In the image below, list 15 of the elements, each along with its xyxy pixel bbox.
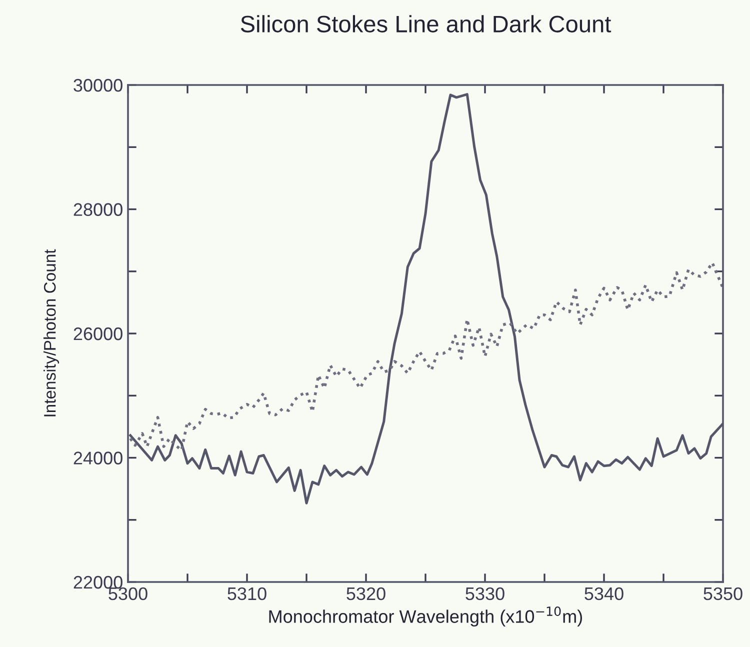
y-tick-label: 24000	[74, 452, 122, 464]
y-tick-label: 28000	[74, 203, 122, 216]
line-series	[128, 261, 723, 452]
y-tick-label: 30000	[74, 78, 122, 92]
x-tick-label: 5320	[346, 587, 386, 600]
x-tick-label: 5340	[584, 587, 624, 600]
x-axis-title: Monochromator Wavelength (x10$^{−10}$m)	[269, 606, 582, 627]
x-tick-label: 5300	[108, 587, 148, 600]
y-tick-label: 22000	[74, 576, 122, 589]
y-axis-title: Intensity/Photon Count	[44, 249, 60, 416]
x-tick-label: 5310	[228, 587, 266, 600]
x-tick-label: 5330	[466, 587, 504, 600]
chart-title: Silicon Stokes Line and Dark Count	[240, 15, 612, 32]
x-tick-label: 5350	[704, 587, 742, 600]
y-tick-label: 26000	[74, 327, 122, 340]
